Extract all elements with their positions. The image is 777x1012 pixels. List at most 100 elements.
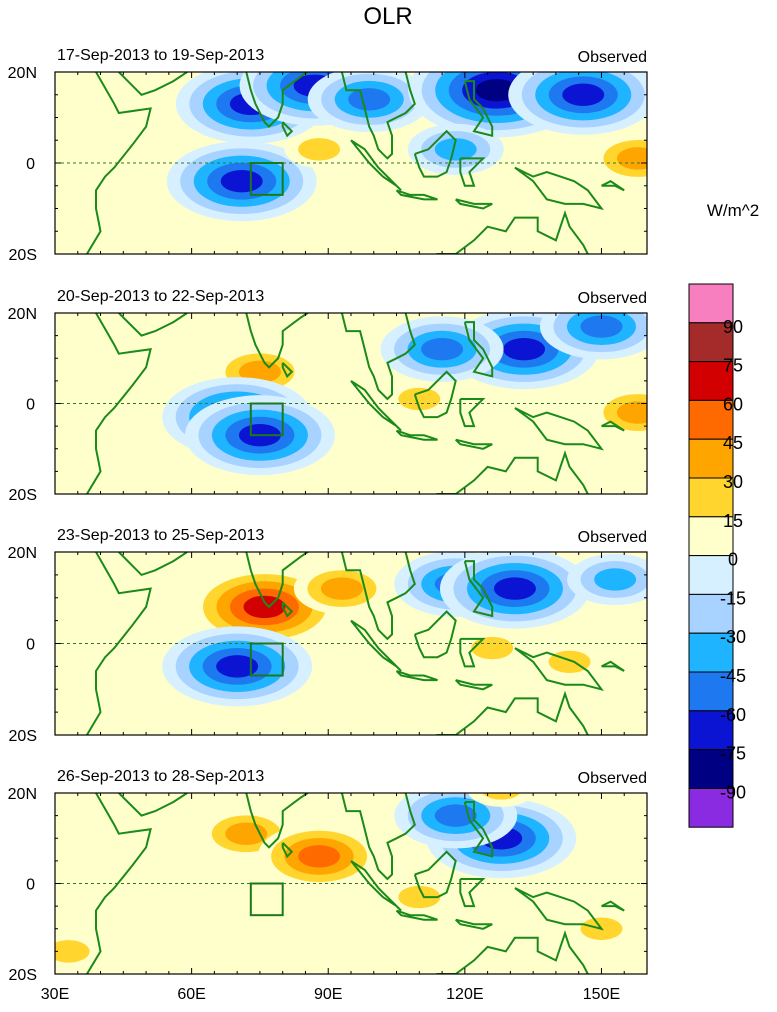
coastline — [395, 189, 438, 201]
x-tick-label: 90E — [314, 986, 342, 1003]
colorbar-swatch — [688, 555, 734, 595]
coastline — [436, 690, 589, 735]
colorbar-swatch — [688, 710, 734, 751]
colorbar: 90 75 60 45 30 15 0 -15 -30 -45 -60 -75 -90 — [688, 283, 746, 828]
y-tick-label: 20N — [8, 786, 37, 803]
coastline — [413, 370, 457, 419]
coastline — [459, 398, 486, 428]
panel-label: Observed — [578, 290, 647, 307]
y-tick-label: 20S — [9, 247, 37, 264]
coastline — [601, 660, 625, 672]
anomaly-contour — [398, 387, 441, 411]
coastline — [118, 313, 188, 337]
panel-date-range: 20-Sep-2013 to 22-Sep-2013 — [57, 288, 264, 305]
x-tick-label: 150E — [583, 986, 620, 1003]
coastline — [601, 420, 625, 432]
coastline — [436, 450, 589, 494]
coastline — [459, 157, 486, 187]
coastline — [86, 72, 152, 254]
anomaly-contour — [580, 315, 623, 338]
colorbar-label: -75 — [720, 744, 746, 764]
coastline — [463, 321, 494, 378]
colorbar-label: 45 — [723, 433, 743, 453]
panel-date-range: 17-Sep-2013 to 19-Sep-2013 — [57, 47, 264, 64]
box-region — [249, 642, 284, 677]
colorbar-swatch — [688, 593, 734, 634]
coastline — [514, 887, 605, 931]
box-region — [249, 162, 284, 196]
coastline — [218, 552, 310, 609]
coastline — [601, 900, 625, 912]
chart-title: OLR — [363, 3, 412, 30]
y-tick-label: 20N — [8, 306, 37, 323]
y-tick-label: 0 — [26, 877, 35, 894]
anomaly-contour — [216, 655, 259, 678]
panel-label: Observed — [578, 49, 647, 66]
coastline — [118, 72, 188, 96]
coastline — [454, 679, 493, 691]
y-tick-label: 20S — [9, 967, 37, 984]
colorbar-swatch — [688, 361, 734, 401]
coastline — [281, 362, 294, 379]
x-tick-label: 30E — [41, 986, 69, 1003]
anomaly-contour — [616, 147, 647, 170]
coastline — [436, 930, 589, 974]
anomaly-contour — [471, 636, 514, 660]
anomaly-contour — [398, 885, 441, 909]
coastline — [455, 918, 493, 930]
coastline — [455, 438, 493, 450]
box-region — [249, 402, 284, 437]
colorbar-label: 0 — [728, 550, 738, 570]
colorbar-label: -90 — [720, 782, 746, 802]
y-tick-label: 20S — [9, 487, 37, 504]
y-tick-label: 20S — [9, 728, 37, 745]
panel-label: Observed — [578, 770, 647, 787]
coastline — [350, 860, 402, 912]
coastline — [86, 793, 152, 974]
coastline — [459, 878, 486, 908]
colorbar-label: 90 — [723, 317, 743, 337]
coastline — [281, 601, 294, 618]
colorbar-label: -45 — [720, 666, 746, 686]
coastline — [340, 552, 416, 641]
coastline — [514, 647, 604, 691]
coastline — [86, 313, 152, 494]
coastline — [455, 198, 493, 210]
x-tick-label: 120E — [446, 986, 483, 1003]
anomaly-contour — [79, 88, 122, 111]
colorbar-label: 15 — [723, 511, 743, 531]
colorbar-label: -15 — [720, 588, 746, 608]
y-tick-label: 0 — [26, 397, 35, 414]
coastline — [218, 793, 310, 849]
panel-date-range: 26-Sep-2013 to 28-Sep-2013 — [57, 768, 264, 785]
y-tick-label: 0 — [26, 156, 35, 173]
coastline — [413, 850, 457, 899]
anomaly-contour — [298, 845, 341, 868]
colorbar-label: 60 — [723, 394, 743, 414]
anomaly-contour — [503, 338, 546, 361]
y-tick-label: 20N — [8, 545, 37, 562]
panel-date-range: 23-Sep-2013 to 25-Sep-2013 — [57, 527, 264, 544]
coastline — [413, 610, 457, 659]
anomaly-contour — [243, 595, 286, 619]
coastline — [350, 380, 402, 432]
colorbar-label: -60 — [720, 705, 746, 725]
anomaly-contour — [616, 401, 647, 424]
x-tick-label: 60E — [177, 986, 205, 1003]
x-axis: 30E 60E 90E 120E 150E — [41, 986, 620, 1003]
colorbar-swatch — [688, 283, 734, 324]
coastline — [340, 313, 416, 401]
anomaly-contour — [562, 83, 605, 106]
units-label: W/m^2 — [707, 201, 759, 220]
anomaly-contour — [594, 568, 637, 591]
anomaly-contour — [320, 577, 363, 600]
anomaly-contour — [434, 138, 477, 161]
map-panel: 20N 0 20S 20-Sep-2013 to 22-Sep-2013 Observe… — [8, 288, 648, 504]
coastline — [463, 801, 494, 858]
coastline — [514, 407, 605, 451]
coastline — [86, 552, 152, 735]
y-tick-label: 20N — [8, 65, 37, 82]
anomaly-contour — [482, 793, 521, 800]
coastline — [281, 842, 294, 859]
